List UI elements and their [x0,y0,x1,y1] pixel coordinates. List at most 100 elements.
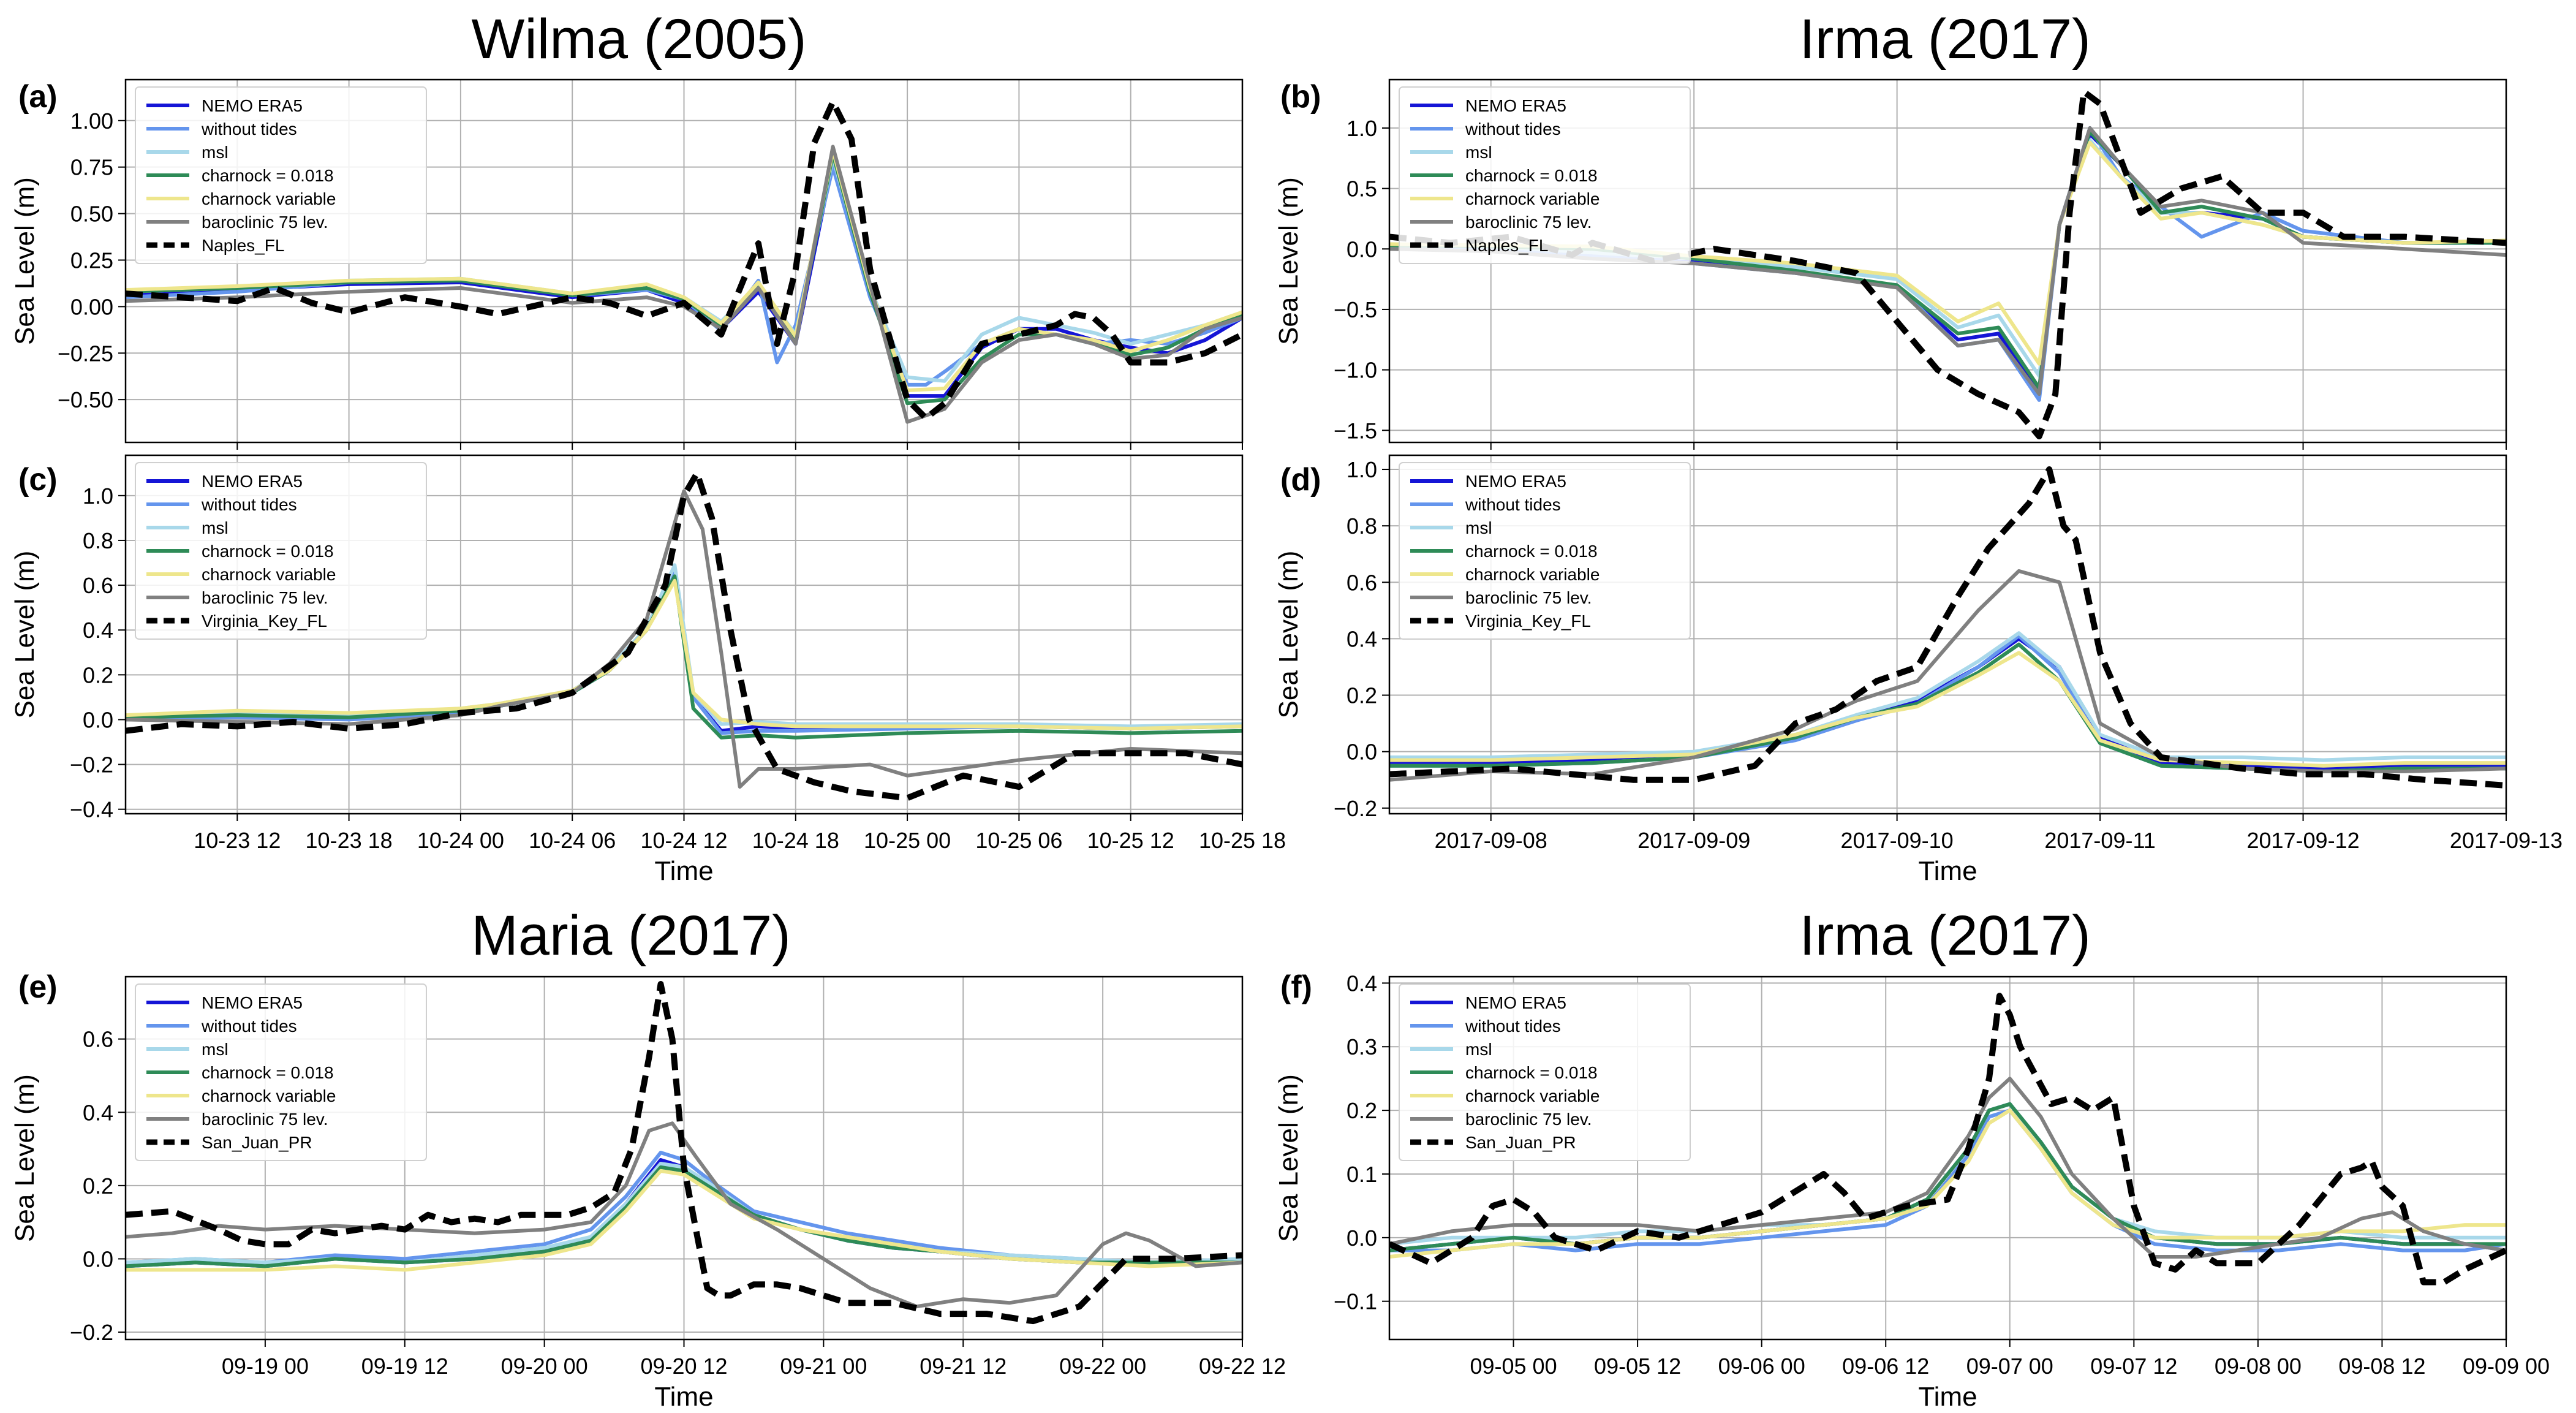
y-axis-label: Sea Level (m) [10,177,40,345]
legend-entry-label: baroclinic 75 lev. [202,1110,328,1129]
legend-entry-label: baroclinic 75 lev. [1465,213,1592,232]
y-tick-label: 0.4 [1347,971,1377,996]
panel-label: (c) [18,462,58,498]
y-tick-label: 0.75 [70,155,113,180]
y-tick-label: −0.1 [1334,1289,1377,1314]
y-tick-label: 0.5 [1347,176,1377,202]
legend-entry-label: charnock variable [1465,189,1600,208]
figure-title: Wilma (2005) [471,8,806,70]
y-tick-label: 0.0 [1347,740,1377,765]
y-tick-label: 0.3 [1347,1034,1377,1059]
legend-entry-label: msl [1465,518,1492,537]
legend-entry-label: without tides [1465,119,1561,138]
legend-entry-label: without tides [201,119,297,138]
x-tick-label: 2017-09-13 [2450,828,2563,853]
legend-entry-label: charnock variable [1465,565,1600,584]
panel-f: 09-05 00 09-05 12 09-06 00 09-06 12 09-07 00… [1274,969,2550,1412]
y-tick-label: 0.25 [70,248,113,273]
legend: NEMO ERA5 without tides msl charnock = 0.01… [135,86,427,264]
y-tick-label: 1.0 [1347,457,1377,482]
y-tick-label: −1.5 [1334,418,1377,443]
y-axis-label: Sea Level (m) [10,1074,40,1242]
legend-entry-label: baroclinic 75 lev. [1465,588,1592,607]
x-tick-label: 09-21 00 [780,1354,867,1379]
legend-entry-label: msl [1465,1040,1492,1059]
legend-entry-label: without tides [1465,495,1561,514]
x-axis-label: Time [654,856,713,886]
legend-entry-label: NEMO ERA5 [1465,472,1566,491]
series-group [1389,466,2506,789]
y-tick-label: −0.4 [70,797,113,822]
y-tick-label: 1.0 [1347,116,1377,141]
x-tick-label: 09-20 00 [501,1354,588,1379]
y-axis-label: Sea Level (m) [1274,1074,1304,1242]
legend: NEMO ERA5 without tides msl charnock = 0.01… [135,983,427,1161]
plot-frame [124,975,1244,1341]
x-tick-label: 09-06 12 [1842,1354,1929,1379]
legend-entry-label: charnock = 0.018 [202,542,334,561]
legend-entry-label: charnock variable [1465,1086,1600,1105]
x-tick-label: 09-08 12 [2338,1354,2425,1379]
x-tick-label: 10-25 00 [864,828,951,853]
y-tick-label: 0.2 [83,662,113,688]
x-tick-label: 09-21 12 [920,1354,1007,1379]
x-tick-label: 10-25 06 [975,828,1062,853]
y-tick-label: 0.0 [1347,237,1377,262]
legend-entry-label: without tides [1465,1017,1561,1036]
legend-entry-label: San_Juan_PR [1465,1133,1576,1152]
legend-box [1399,86,1691,264]
x-axis-label: Time [654,1382,713,1412]
x-tick-label: 2017-09-09 [1637,828,1750,853]
legend: NEMO ERA5 without tides msl charnock = 0.01… [1399,86,1691,264]
x-tick-label: 10-24 12 [640,828,727,853]
x-tick-label: 10-23 12 [194,828,281,853]
y-tick-label: −0.5 [1334,297,1377,322]
plot-frame [1388,975,2507,1341]
legend-entry-label: NEMO ERA5 [202,472,303,491]
y-tick-label: −0.2 [70,1320,113,1345]
y-tick-label: 0.0 [83,1246,113,1271]
y-axis-label: Sea Level (m) [10,551,40,719]
legend: NEMO ERA5 without tides msl charnock = 0.01… [1399,983,1691,1161]
x-tick-label: 09-07 00 [1966,1354,2053,1379]
y-tick-label: 0.4 [1347,626,1377,651]
y-tick-label: 0.0 [1347,1225,1377,1251]
x-tick-label: 09-19 12 [361,1354,448,1379]
panel-label: (f) [1280,969,1312,1005]
legend-entry-label: NEMO ERA5 [1465,96,1566,115]
legend-entry-label: charnock = 0.018 [202,1063,334,1082]
legend: NEMO ERA5 without tides msl charnock = 0.01… [1399,462,1691,640]
legend-entry-label: without tides [201,1017,297,1036]
y-tick-label: 0.2 [1347,1098,1377,1123]
legend-box [135,86,427,264]
x-tick-label: 10-24 18 [752,828,839,853]
legend-entry-label: msl [202,1040,229,1059]
panel-a: −0.50 −0.25 0.00 0.25 0.50 0.75 1.00 (a) Sea Lev… [10,78,1244,450]
y-tick-label: 1.0 [83,483,113,509]
legend-entry-label: charnock variable [202,565,336,584]
figure-title: Irma (2017) [1799,8,2091,70]
legend-entry-label: NEMO ERA5 [202,993,303,1012]
series-line [1389,631,2506,762]
legend-box [135,462,427,640]
legend-entry-label: baroclinic 75 lev. [1465,1110,1592,1129]
series-line [126,1169,1242,1272]
legend-entry-label: charnock variable [202,1086,336,1105]
x-axis-label: Time [1918,1382,1977,1412]
panel-label: (a) [18,79,58,115]
legend-entry-label: Naples_FL [202,236,284,255]
x-tick-label: 09-05 00 [1470,1354,1557,1379]
legend-entry-label: baroclinic 75 lev. [202,213,328,232]
panels-group: −0.50 −0.25 0.00 0.25 0.50 0.75 1.00 (a) Sea Lev… [10,78,2563,1412]
legend-entry-label: Virginia_Key_FL [1465,612,1591,631]
series-line [126,981,1242,1325]
x-tick-label: 09-20 12 [640,1354,727,1379]
panel-e: 09-19 00 09-19 12 09-20 00 09-20 12 09-21 00… [10,969,1286,1412]
panel-label: (e) [18,969,58,1005]
y-tick-label: −1.0 [1334,358,1377,383]
panel-b: −1.5 −1.0 −0.5 0.0 0.5 1.0 (b) Sea Level (m) NEM… [1274,78,2507,450]
series-line [1389,1077,2506,1259]
x-tick-label: 09-06 00 [1718,1354,1805,1379]
y-tick-label: 0.2 [1347,683,1377,708]
y-tick-label: 0.8 [1347,513,1377,539]
